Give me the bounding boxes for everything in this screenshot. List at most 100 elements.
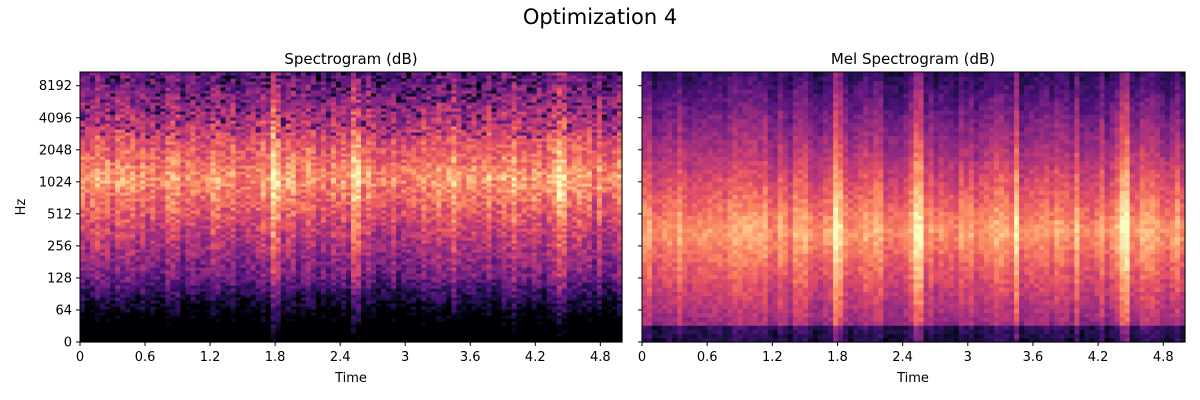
heatmap-cell [170, 321, 176, 325]
heatmap-cell [506, 333, 513, 337]
heatmap-cell [140, 297, 146, 301]
heatmap-cell [320, 270, 327, 274]
heatmap-cell [556, 312, 563, 316]
heatmap-cell [115, 291, 121, 295]
heatmap-cell [225, 282, 232, 286]
heatmap-cell [300, 327, 307, 331]
heatmap-cell [556, 300, 563, 304]
heatmap-cell [275, 279, 282, 283]
heatmap-cell [265, 312, 272, 316]
heatmap-cell [145, 276, 151, 280]
heatmap-cell [436, 273, 442, 277]
heatmap-cell [536, 273, 543, 277]
heatmap-cell [536, 294, 543, 298]
heatmap-cell [165, 300, 171, 304]
heatmap-cell [366, 300, 372, 304]
heatmap-cell [391, 306, 397, 310]
heatmap-cell [386, 285, 392, 289]
heatmap-cell [471, 309, 478, 313]
heatmap-cell [541, 276, 548, 280]
heatmap-cell [356, 279, 362, 283]
heatmap-cell [521, 327, 528, 331]
heatmap-cell [526, 309, 533, 313]
heatmap-cell [155, 282, 161, 286]
heatmap-cell [80, 300, 86, 304]
heatmap-cell [381, 309, 387, 313]
heatmap-cell [195, 276, 202, 280]
heatmap-cell [376, 333, 382, 337]
heatmap-cell [235, 276, 242, 280]
heatmap-cell [335, 276, 342, 280]
heatmap-cell [401, 291, 407, 295]
heatmap-cell [105, 276, 111, 280]
heatmap-cell [511, 327, 518, 331]
heatmap-cell [461, 288, 468, 292]
heatmap-cell [446, 321, 452, 325]
heatmap-cell [210, 279, 217, 283]
heatmap-cell [335, 270, 342, 274]
heatmap-cell [290, 339, 297, 343]
heatmap-cell [200, 291, 207, 295]
heatmap-cell [616, 303, 623, 307]
heatmap-cell [436, 294, 442, 298]
heatmap-cell [481, 273, 488, 277]
heatmap-cell [175, 330, 181, 334]
heatmap-cell [396, 294, 402, 298]
heatmap-cell [330, 288, 337, 292]
heatmap-cell [215, 279, 222, 283]
heatmap-cell [466, 279, 473, 283]
heatmap-cell [225, 285, 232, 289]
heatmap-cell [591, 276, 598, 280]
heatmap-cell [310, 276, 317, 280]
heatmap-cell [270, 318, 277, 322]
heatmap-cell [521, 279, 528, 283]
heatmap-cell [456, 282, 463, 286]
heatmap-cell [451, 318, 457, 322]
heatmap-cell [446, 309, 452, 313]
heatmap-cell [401, 306, 407, 310]
heatmap-cell [210, 321, 217, 325]
heatmap-cell [581, 297, 588, 301]
heatmap-cell [421, 291, 427, 295]
heatmap-cell [421, 321, 427, 325]
heatmap-cell [275, 276, 282, 280]
heatmap-cell [160, 306, 166, 310]
heatmap-cell [441, 291, 447, 295]
heatmap-cell [556, 333, 563, 337]
heatmap-cell [551, 336, 558, 340]
heatmap-cell [245, 297, 252, 301]
heatmap-cell [616, 285, 623, 289]
heatmap-cell [451, 279, 457, 283]
heatmap-cell [275, 273, 282, 277]
heatmap-cell [155, 288, 161, 292]
heatmap-cell [165, 291, 171, 295]
heatmap-cell [571, 336, 578, 340]
heatmap-cell [315, 276, 322, 280]
heatmap-cell [230, 309, 237, 313]
heatmap-cell [195, 282, 202, 286]
heatmap-cell [431, 285, 437, 289]
heatmap-cell [601, 324, 608, 328]
heatmap-cell [90, 297, 96, 301]
heatmap-cell [130, 279, 136, 283]
heatmap-cell [220, 330, 227, 334]
heatmap-cell [606, 291, 613, 295]
heatmap-cell [431, 336, 437, 340]
heatmap-cell [185, 297, 192, 301]
heatmap-cell [531, 267, 538, 271]
heatmap-cell [265, 306, 272, 310]
heatmap-cell [220, 273, 227, 277]
heatmap-cell [466, 273, 473, 277]
heatmap-cell [461, 333, 468, 337]
heatmap-cell [165, 333, 171, 337]
heatmap-cell [526, 273, 533, 277]
heatmap-cell [95, 300, 101, 304]
heatmap-cell [110, 279, 116, 283]
heatmap-cell [340, 330, 347, 334]
heatmap-cell [325, 267, 332, 271]
heatmap-cell [396, 276, 402, 280]
heatmap-cell [391, 327, 397, 331]
heatmap-cell [215, 327, 222, 331]
heatmap-cell [220, 336, 227, 340]
heatmap-cell [245, 318, 252, 322]
